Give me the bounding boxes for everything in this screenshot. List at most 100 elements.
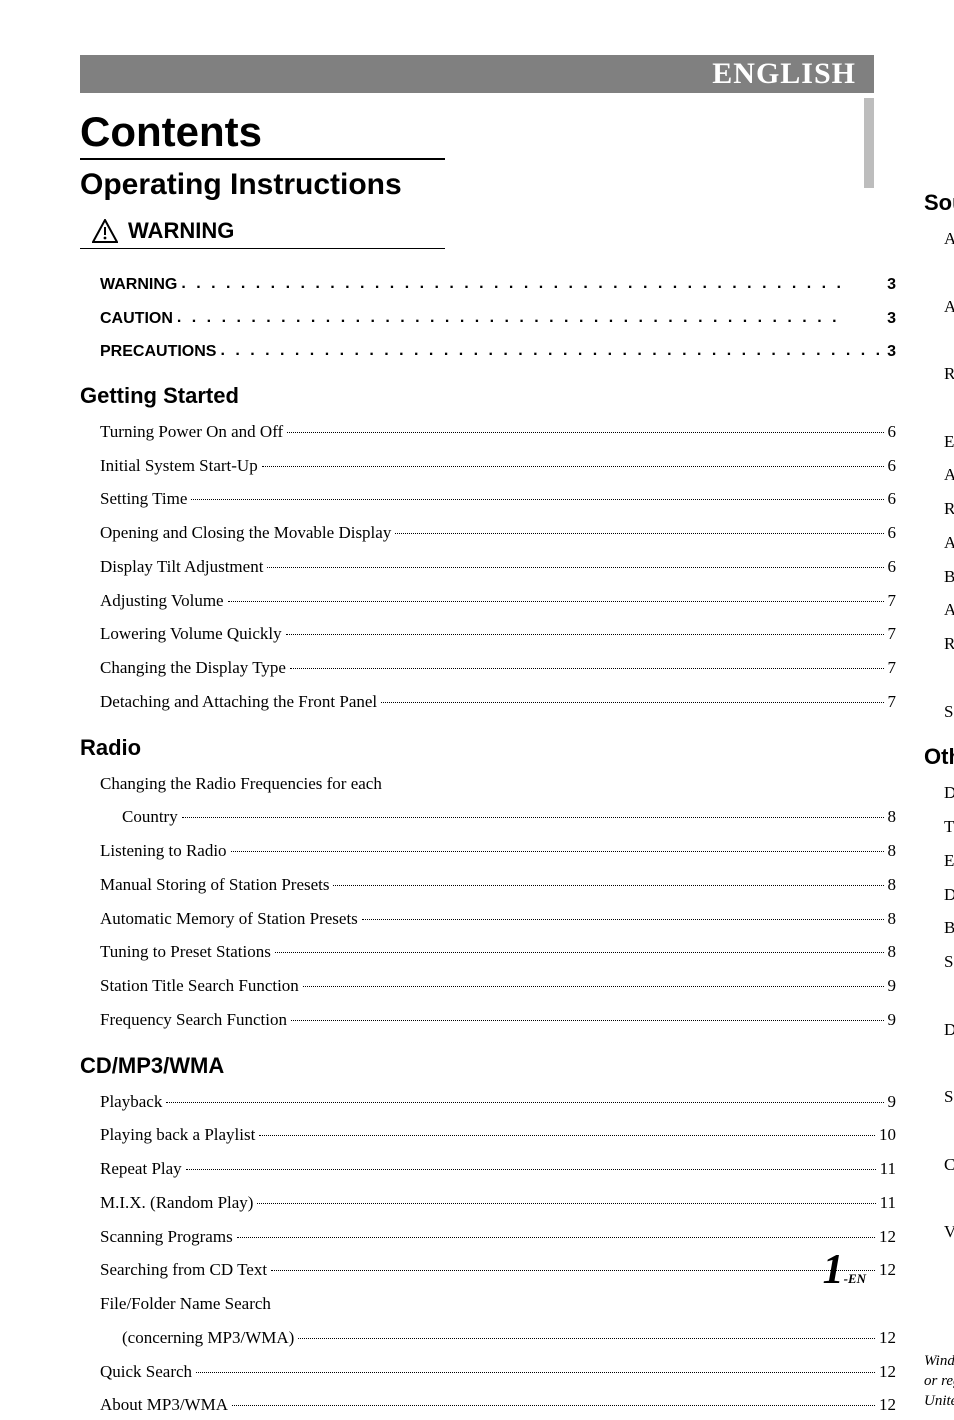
toc-label: Equalizer Presets bbox=[944, 427, 954, 457]
toc-leader bbox=[232, 1405, 875, 1406]
toc-entry: Playback9 bbox=[100, 1087, 896, 1117]
toc-entry: Adjusting and Storing the Equalizer Curv… bbox=[944, 460, 954, 490]
toc-leader bbox=[166, 1102, 883, 1103]
toc-entry: Equalizer Presets15 bbox=[944, 427, 954, 457]
section-heading: Other Functions bbox=[924, 744, 954, 770]
toc-leader bbox=[287, 432, 883, 433]
toc-leader bbox=[291, 1020, 884, 1021]
page-number: 1-EN bbox=[823, 1246, 866, 1294]
toc-leader bbox=[271, 1270, 875, 1271]
toc-page: 12 bbox=[879, 1255, 896, 1285]
toc-page: 9 bbox=[888, 1005, 897, 1035]
toc-leader: . . . . . . . . . . . . . . . . . . . . … bbox=[181, 271, 883, 297]
toc-leader bbox=[303, 986, 884, 987]
toc-label: PRECAUTIONS bbox=[100, 339, 216, 365]
toc-label: Changing the Lighting Color of bbox=[944, 1150, 954, 1180]
toc-label: Country bbox=[122, 802, 178, 832]
toc-page: 6 bbox=[888, 451, 897, 481]
toc-label: Manual Storing of Station Presets bbox=[100, 870, 329, 900]
toc-page: 12 bbox=[879, 1390, 896, 1420]
toc-page: 8 bbox=[888, 870, 897, 900]
toc-label: Adjusting and Storing the Time Correctio… bbox=[944, 595, 954, 625]
toc-entry-continuation: Country8 bbox=[122, 802, 896, 832]
toc-label: CAUTION bbox=[100, 306, 173, 332]
toc-label: Setting Time bbox=[100, 484, 187, 514]
toc-entry: Frequency Search Function 9 bbox=[100, 1005, 896, 1035]
toc-entry: Searching from CD Text 12 bbox=[100, 1255, 896, 1285]
header-bar: ENGLISH bbox=[80, 55, 874, 93]
toc-entry: Verifying the Software Version22 bbox=[944, 1217, 954, 1247]
toc-leader bbox=[257, 1203, 875, 1204]
section-heading: Radio bbox=[80, 735, 896, 761]
toc-leader bbox=[228, 601, 884, 602]
toc-label: Displaying the Title/Text bbox=[944, 778, 954, 808]
toc-leader bbox=[286, 634, 884, 635]
toc-leader bbox=[267, 567, 883, 568]
toc-label: Verifying the Software Version bbox=[944, 1217, 954, 1247]
toc-page: 6 bbox=[888, 484, 897, 514]
toc-label: Turning Power On and Off bbox=[100, 417, 283, 447]
left-column: WARNING. . . . . . . . . . . . . . . . .… bbox=[80, 260, 896, 1246]
toc-page: 7 bbox=[888, 619, 897, 649]
toc-leader bbox=[237, 1237, 875, 1238]
toc-label: WARNING bbox=[100, 272, 177, 298]
toc-label: Displaying Time bbox=[944, 880, 954, 910]
header-language: ENGLISH bbox=[712, 57, 856, 91]
toc-page: 11 bbox=[880, 1154, 896, 1184]
toc-leader: . . . . . . . . . . . . . . . . . . . . … bbox=[220, 338, 883, 364]
toc-label: (concerning MP3/WMA) bbox=[122, 1323, 294, 1353]
toc-label: File/Folder Name Search bbox=[100, 1289, 271, 1319]
toc-label: M.I.X. (Random Play) bbox=[100, 1188, 253, 1218]
toc-label: Repeat Play bbox=[100, 1154, 182, 1184]
toc-entry: Recalling the Stored Equalizer Curve15 bbox=[944, 494, 954, 524]
toc-label: Bass Focus bbox=[944, 562, 954, 592]
toc-label: Listening to Radio bbox=[100, 836, 227, 866]
toc-entry: Scanning Programs12 bbox=[100, 1222, 896, 1252]
toc-entry: Titling Discs/Stations20 bbox=[944, 812, 954, 842]
toc-entry: Detaching and Attaching the Front Panel7 bbox=[100, 687, 896, 717]
toc-label: Changing the Display Type bbox=[100, 653, 286, 683]
section-heading: Getting Started bbox=[80, 383, 896, 409]
toc-entry: Adjusting Volume7 bbox=[100, 586, 896, 616]
toc-page: 7 bbox=[888, 653, 897, 683]
toc-label: Setting an Amplifier Link bbox=[944, 947, 954, 977]
toc-page: 10 bbox=[879, 1120, 896, 1150]
toc-page: 3 bbox=[887, 306, 896, 332]
toc-page: 6 bbox=[888, 518, 897, 548]
toc-label: Changing the Radio Frequencies for each bbox=[100, 769, 382, 799]
toc-label: Playback bbox=[100, 1087, 162, 1117]
toc-label: Display Tilt Adjustment bbox=[100, 552, 263, 582]
toc-entry-continuation: (concerning MP3/WMA) 12 bbox=[122, 1323, 896, 1353]
toc-label: Displaying the External Amplifier Inform… bbox=[944, 1015, 954, 1045]
section-heading: CD/MP3/WMA bbox=[80, 1053, 896, 1079]
toc-entry: Initial System Start-Up6 bbox=[100, 451, 896, 481]
toc-page: 12 bbox=[879, 1323, 896, 1353]
toc-label: Setting the MX Mode bbox=[944, 697, 954, 727]
toc-label: Adjusting Balance (Between Left and Righ… bbox=[944, 224, 954, 254]
toc-entry: About Time Correction16 bbox=[944, 528, 954, 558]
toc-entry: Displaying the Title/Text19 bbox=[944, 778, 954, 808]
toc-leader bbox=[191, 499, 883, 500]
page-number-digit: 1 bbox=[823, 1247, 844, 1293]
toc-label: Searching from CD Text bbox=[100, 1255, 267, 1285]
toc-entry: Turning Power On and Off 6 bbox=[100, 417, 896, 447]
toc-entry: Adjusting and Storing the Time Correctio… bbox=[944, 595, 954, 625]
toc-leader bbox=[231, 851, 884, 852]
toc-label: Frequency Search Function bbox=[100, 1005, 287, 1035]
toc-label: Station Title Search Function bbox=[100, 971, 299, 1001]
toc-label: Tuning to Preset Stations bbox=[100, 937, 271, 967]
toc-entry: Lowering Volume Quickly7 bbox=[100, 619, 896, 649]
toc-entry: Bass Focus16 bbox=[944, 562, 954, 592]
toc-entry: Quick Search12 bbox=[100, 1357, 896, 1387]
page-number-suffix: -EN bbox=[844, 1271, 866, 1286]
toc-page: 6 bbox=[888, 417, 897, 447]
toc-label: Recalling the Stored built-in bbox=[944, 359, 954, 389]
toc-leader bbox=[259, 1135, 875, 1136]
toc-entry: Setting the Multicolor Illumination bbox=[944, 1082, 954, 1112]
toc-entry: Changing the Radio Frequencies for each bbox=[100, 769, 896, 799]
toc-entry: Playing back a Playlist10 bbox=[100, 1120, 896, 1150]
toc-leader bbox=[395, 533, 883, 534]
toc-label: Automatic Memory of Station Presets bbox=[100, 904, 358, 934]
toc-entry: Displaying Time20 bbox=[944, 880, 954, 910]
warning-triangle-icon bbox=[92, 219, 118, 243]
